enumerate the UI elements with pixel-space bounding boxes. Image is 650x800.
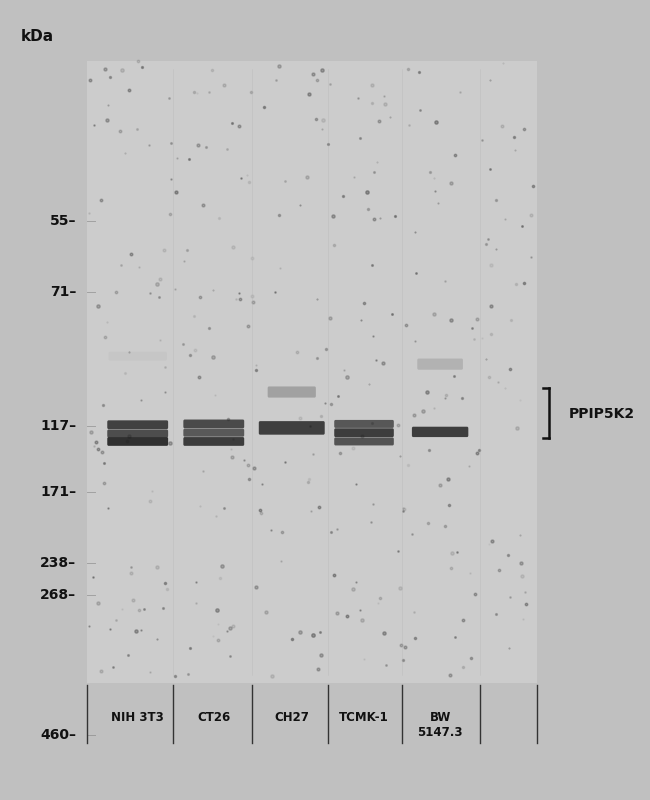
FancyBboxPatch shape	[107, 420, 168, 429]
FancyBboxPatch shape	[334, 438, 394, 446]
FancyBboxPatch shape	[412, 426, 468, 437]
FancyBboxPatch shape	[334, 428, 394, 437]
Text: CH27: CH27	[274, 711, 309, 724]
FancyBboxPatch shape	[109, 352, 167, 361]
FancyBboxPatch shape	[268, 386, 316, 398]
FancyBboxPatch shape	[183, 437, 244, 446]
Text: TCMK-1: TCMK-1	[339, 711, 389, 724]
Text: 460–: 460–	[40, 728, 76, 742]
Text: CT26: CT26	[197, 711, 230, 724]
Text: 71–: 71–	[50, 286, 76, 299]
FancyBboxPatch shape	[107, 430, 168, 438]
Text: 171–: 171–	[40, 485, 76, 498]
FancyBboxPatch shape	[334, 420, 394, 428]
Text: 268–: 268–	[40, 588, 76, 602]
Text: 238–: 238–	[40, 557, 76, 570]
FancyBboxPatch shape	[259, 421, 325, 434]
FancyBboxPatch shape	[183, 419, 244, 428]
Text: NIH 3T3: NIH 3T3	[111, 711, 164, 724]
FancyBboxPatch shape	[107, 437, 168, 446]
FancyBboxPatch shape	[417, 358, 463, 370]
Text: kDa: kDa	[20, 30, 53, 44]
FancyBboxPatch shape	[183, 429, 244, 437]
Text: BW
5147.3: BW 5147.3	[417, 711, 463, 739]
Text: PPIP5K2: PPIP5K2	[569, 406, 635, 421]
Text: 117–: 117–	[40, 418, 76, 433]
FancyBboxPatch shape	[87, 61, 537, 683]
Text: 55–: 55–	[49, 214, 76, 228]
